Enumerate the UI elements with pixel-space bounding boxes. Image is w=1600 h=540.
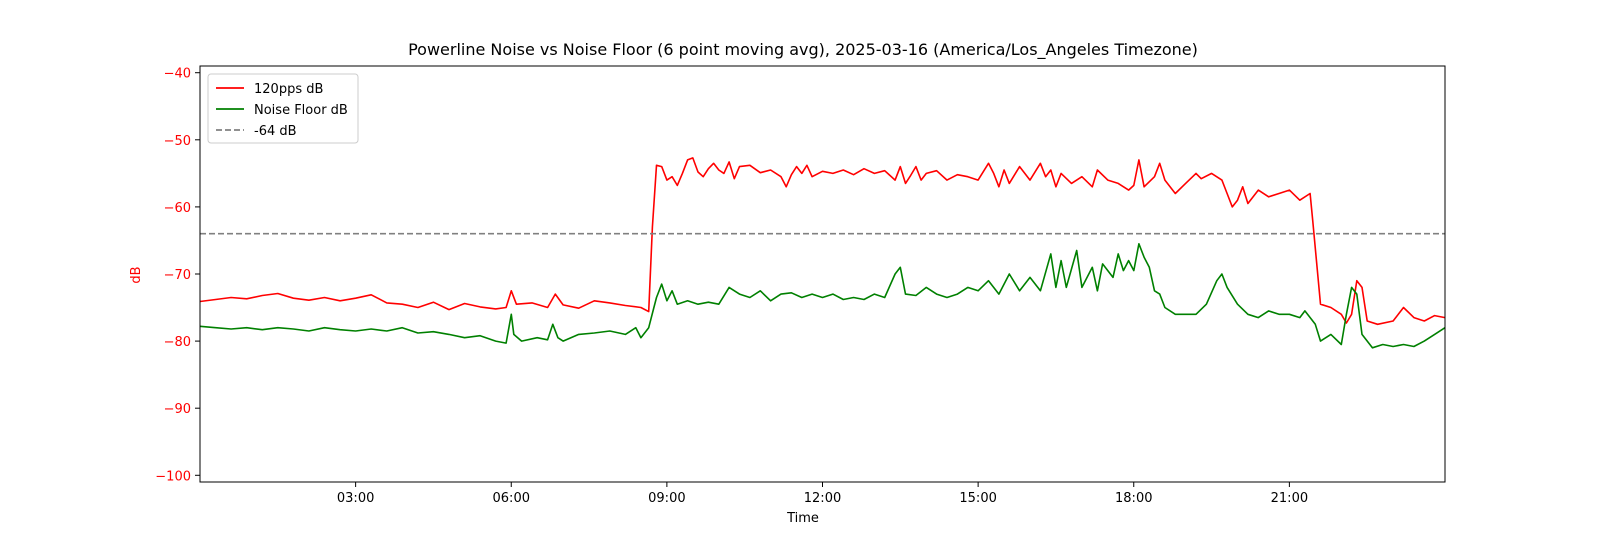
x-axis: 03:00 06:00 09:00 12:00 15:00 18:00 21:00 bbox=[337, 482, 1308, 506]
y-tick-label: −40 bbox=[164, 67, 191, 82]
x-tick-label: 21:00 bbox=[1271, 491, 1308, 506]
y-tick-label: −60 bbox=[164, 201, 191, 216]
legend: 120pps dB Noise Floor dB -64 dB bbox=[207, 73, 359, 144]
x-tick-label: 03:00 bbox=[337, 491, 374, 506]
y-axis: −40 −50 −60 −70 −80 −90 −100 bbox=[155, 67, 200, 484]
x-tick-label: 18:00 bbox=[1115, 491, 1152, 506]
y-tick-label: −70 bbox=[164, 268, 191, 283]
y-tick-label: −90 bbox=[164, 402, 191, 417]
chart-title: Powerline Noise vs Noise Floor (6 point … bbox=[408, 40, 1198, 60]
x-tick-label: 09:00 bbox=[648, 491, 685, 506]
y-tick-label: −80 bbox=[164, 335, 191, 350]
y-tick-label: −100 bbox=[155, 469, 191, 484]
x-axis-label: Time bbox=[786, 511, 819, 526]
legend-label: Noise Floor dB bbox=[254, 103, 348, 118]
legend-label: -64 dB bbox=[254, 124, 297, 139]
plot-frame bbox=[199, 65, 1446, 483]
x-tick-label: 06:00 bbox=[493, 491, 530, 506]
x-tick-label: 12:00 bbox=[804, 491, 841, 506]
x-tick-label: 15:00 bbox=[959, 491, 996, 506]
y-axis-label: dB bbox=[129, 266, 144, 283]
plot-area bbox=[199, 65, 1446, 483]
legend-box bbox=[207, 73, 359, 144]
series-line-1 bbox=[199, 243, 1446, 349]
y-tick-label: −50 bbox=[164, 134, 191, 149]
series-line-0 bbox=[199, 157, 1446, 326]
legend-label: 120pps dB bbox=[254, 82, 323, 97]
